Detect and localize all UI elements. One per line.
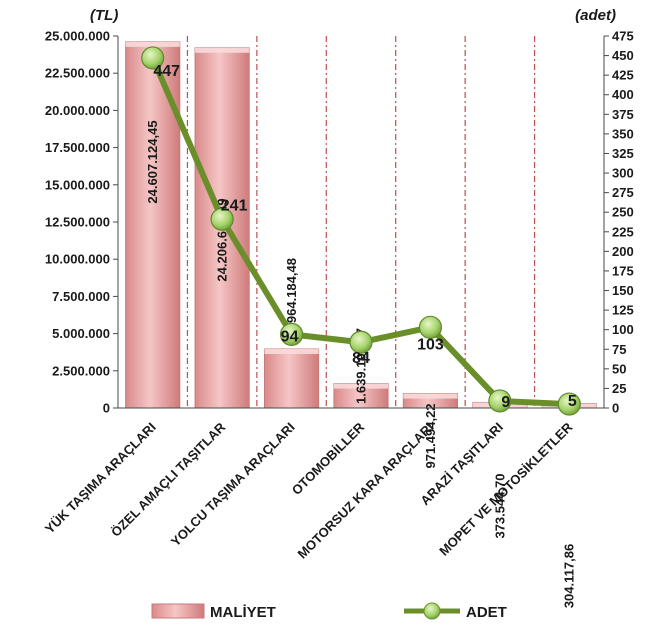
left-axis-unit: (TL): [90, 7, 118, 24]
right-axis-tick-label: 400: [612, 87, 634, 102]
line-point: [141, 46, 165, 70]
legend-bar-swatch: [151, 603, 205, 619]
legend: MALİYET ADET: [151, 602, 507, 621]
bar-top-highlight: [125, 41, 180, 47]
left-axis-tick-label: 12.500.000: [45, 215, 110, 230]
right-axis-tick-label: 325: [612, 146, 634, 161]
bar-top-highlight: [333, 383, 389, 389]
right-axis-tick-label: 25: [612, 381, 626, 396]
bar-value-label: 24.607.124,45: [145, 120, 160, 203]
line-point: [349, 330, 373, 354]
right-axis-tick-label: 50: [612, 361, 626, 376]
grid-lines: [186, 36, 536, 408]
bar-top-highlight: [264, 349, 319, 355]
category-label: ÖZEL AMAÇLI TAŞITLAR: [108, 419, 229, 540]
legend-line-marker: [423, 602, 441, 620]
bar-top-highlight: [195, 47, 250, 53]
left-axis: 0 2.500.000 5.000.000 7.500.000 10.000.000 12…: [45, 29, 604, 416]
bar-value-label: 373.544,70: [492, 473, 507, 538]
right-axis-tick-label: 375: [612, 107, 634, 122]
right-axis-tick-label: 225: [612, 224, 634, 239]
right-axis-tick-label: 150: [612, 283, 634, 298]
category-label: YOLCU TAŞIMA ARAÇLARI: [168, 420, 298, 550]
right-axis-tick-label: 0: [612, 401, 619, 416]
left-axis-tick-label: 22.500.000: [45, 66, 110, 81]
category-label: MOTORSUZ KARA ARAÇLARI: [295, 420, 437, 562]
right-axis-unit: (adet): [575, 7, 616, 24]
line-point: [279, 322, 304, 346]
right-axis: 0 25 50 75 100 125 150 175 200 225 250 275 300 325 350…: [603, 29, 634, 416]
left-axis-tick-label: 10.000.000: [45, 252, 110, 267]
bar-value-label: 3.964.184,48: [284, 258, 299, 334]
left-axis-tick-label: 15.000.000: [45, 177, 110, 192]
left-axis-tick-label: 5.000.000: [52, 326, 110, 341]
line-value-label: 9: [501, 394, 510, 411]
right-axis-tick-label: 200: [612, 244, 634, 259]
bar-top-highlight: [403, 393, 458, 399]
line-value-label: 241: [221, 197, 248, 214]
line-value-label: 94: [281, 328, 299, 345]
bar: [263, 348, 320, 409]
right-axis-tick-label: 175: [612, 263, 634, 278]
left-axis-tick-label: 20.000.000: [45, 103, 110, 118]
category-label: OTOMOBİLLER: [289, 419, 368, 498]
legend-bar-label: MALİYET: [210, 604, 276, 621]
line-point: [210, 207, 234, 231]
right-axis-tick-label: 275: [612, 185, 634, 200]
line-value-label: 103: [417, 336, 444, 353]
left-axis-tick-label: 2.500.000: [52, 363, 110, 378]
right-axis-tick-label: 350: [612, 126, 634, 141]
right-axis-tick-label: 475: [612, 29, 634, 44]
category-label: YÜK TAŞIMA ARAÇLARI: [42, 420, 159, 537]
right-axis-tick-label: 125: [612, 303, 634, 318]
line-value-label: 84: [352, 350, 370, 367]
bar-value-label: 971.494,22: [423, 403, 438, 468]
left-axis-tick-label: 25.000.000: [45, 29, 110, 44]
left-axis-tick-label: 17.500.000: [45, 140, 110, 155]
left-axis-tick-label: 7.500.000: [52, 289, 110, 304]
right-axis-tick-label: 300: [612, 166, 634, 181]
right-axis-tick-label: 100: [612, 322, 634, 337]
line-point: [418, 315, 443, 339]
left-axis-tick-label: 0: [103, 401, 110, 416]
line-value-label: 5: [568, 393, 577, 410]
right-axis-tick-label: 75: [612, 342, 626, 357]
right-axis-tick-label: 450: [612, 48, 634, 63]
right-axis-tick-label: 250: [612, 205, 634, 220]
right-axis-tick-label: 425: [612, 68, 634, 83]
legend-line-label: ADET: [466, 604, 507, 621]
bar-value-label: 304.117,86: [562, 544, 577, 608]
line-point: [488, 389, 512, 413]
line-value-label: 447: [153, 63, 180, 80]
line-series: 447 241 94 84 103 9 5: [141, 46, 581, 416]
line-point: [557, 392, 581, 416]
